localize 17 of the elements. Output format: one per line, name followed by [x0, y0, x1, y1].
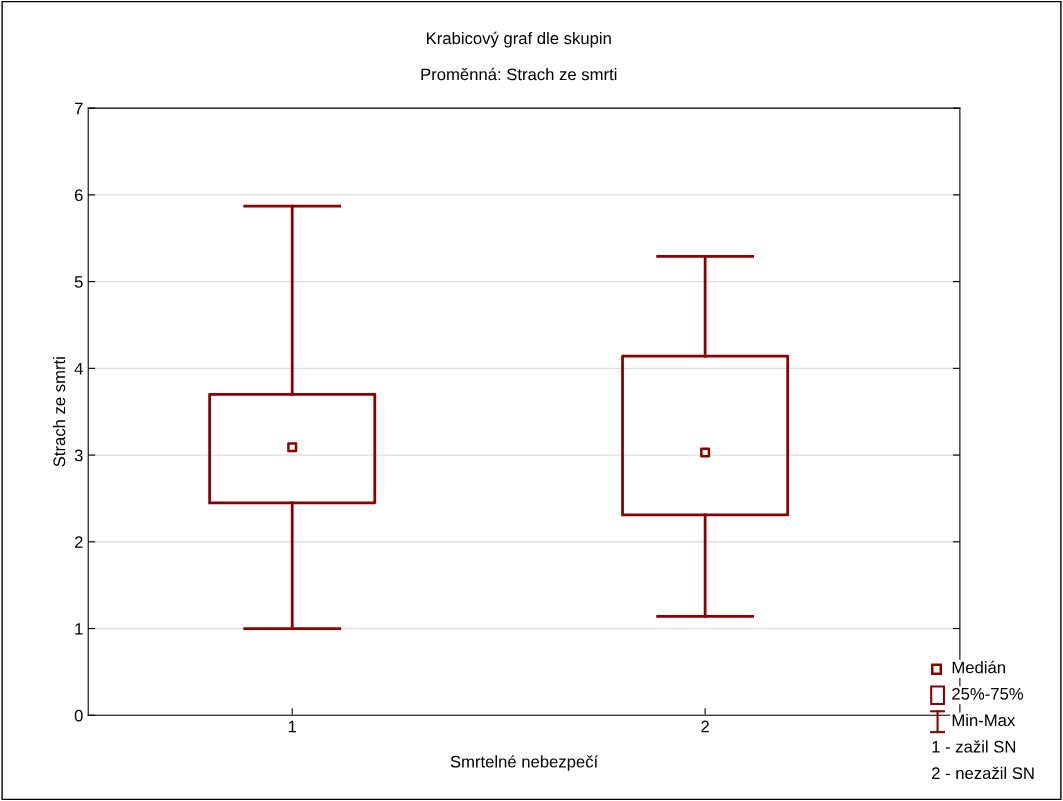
annotation: Medián — [952, 660, 1005, 674]
annotation: Min-Max — [952, 713, 1016, 727]
text: 1 - zažil SN — [932, 740, 1016, 753]
x-axis-title: Smrtelné nebezpečí — [450, 755, 599, 771]
y-tick-label: 4 — [74, 362, 83, 375]
y-axis-title: Strach ze smrti — [53, 357, 66, 467]
y-tick-label: 1 — [75, 623, 83, 635]
y-tick-label: 7 — [74, 102, 83, 115]
annotation: 25%-75% — [952, 687, 1024, 700]
y-tick-label: 0 — [74, 709, 83, 722]
chart-title: Krabicový graf dle skupin — [427, 31, 611, 48]
text: 2 - nezažil SN — [932, 766, 1034, 780]
chart-subtitle: Proměnná: Strach ze smrti — [421, 67, 617, 81]
y-tick-label: 3 — [74, 449, 83, 462]
y-tick-label: 5 — [74, 276, 83, 288]
y-tick-label: 6 — [74, 189, 83, 202]
y-tick-label: 2 — [74, 536, 83, 548]
